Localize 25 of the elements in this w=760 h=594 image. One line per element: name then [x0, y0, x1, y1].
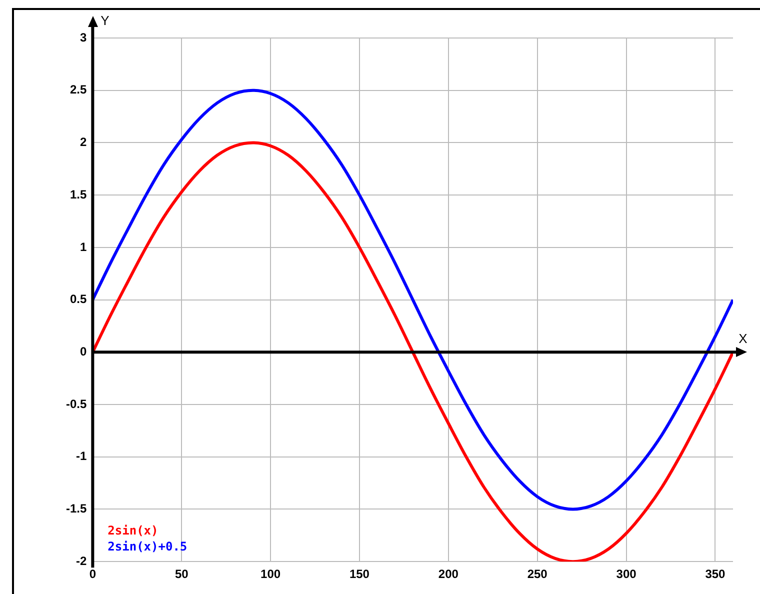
y-tick-label: 2.5 [70, 82, 87, 97]
y-tick-label: -1.5 [66, 502, 87, 516]
x-tick-label: 300 [616, 567, 637, 582]
y-tick-label: 0 [80, 344, 87, 358]
x-tick-label: 100 [260, 567, 281, 582]
x-tick-label: 200 [438, 567, 459, 582]
line-series [92, 88, 733, 511]
y-tick-label: 0.5 [70, 292, 87, 306]
x-axis-title: X [738, 331, 748, 346]
y-axis-title: Y [100, 13, 110, 28]
y-tick-label: 3 [80, 30, 87, 44]
line-series [92, 141, 733, 562]
text: 2sin(x) [108, 524, 158, 538]
x-tick-label: 0 [89, 567, 96, 582]
x-tick-label: 250 [527, 567, 548, 582]
y-tick-label: 1.5 [70, 187, 87, 202]
y-tick-label: -2 [76, 554, 87, 568]
y-tick-label: -1 [76, 449, 87, 464]
y-tick-label: 2 [80, 135, 87, 150]
y-tick-label: -0.5 [66, 396, 87, 411]
x-tick-label: 150 [349, 567, 370, 582]
x-tick-label: 350 [705, 567, 726, 582]
x-tick-label: 50 [174, 567, 189, 582]
y-tick-label: 1 [80, 240, 87, 254]
text: 2sin(x)+0.5 [108, 540, 188, 554]
